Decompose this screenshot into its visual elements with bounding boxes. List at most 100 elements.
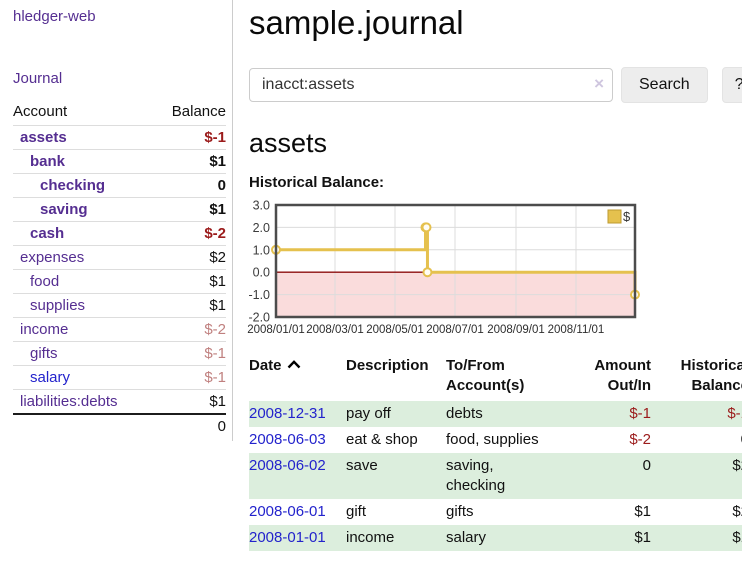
register-balance: $2 (732, 456, 742, 474)
register-amount: $-1 (629, 404, 651, 422)
sidebar: hledger-web Journal Account Balance asse… (0, 0, 233, 441)
app-title-link[interactable]: hledger-web (13, 8, 96, 25)
register-description: eat & shop (346, 430, 418, 448)
account-name-cell: food (13, 270, 153, 294)
account-balance: $-2 (204, 321, 226, 338)
account-balance: 0 (217, 177, 226, 194)
register-header-description: Description (346, 356, 429, 374)
register-row: 2008-12-31 pay off debts $-1 $-1 (249, 400, 742, 427)
account-name-cell: bank (13, 150, 153, 174)
account-row: income $-2 (13, 317, 226, 342)
sidebar-account-link[interactable]: cash (30, 225, 65, 242)
y-tick-label: 3.0 (253, 198, 270, 212)
x-tick-label: 2008/11/01 (548, 324, 605, 336)
sidebar-account-link[interactable]: gifts (30, 345, 58, 362)
y-tick-label: 0.0 (253, 266, 270, 280)
account-name-cell: expenses (13, 246, 153, 270)
register-body: 2008-12-31 pay off debts $-1 $-1 2008-06-03 ea… (249, 400, 742, 551)
account-balance: $-2 (204, 225, 226, 242)
x-tick-label: 2008/09/01 (487, 324, 545, 336)
chart-title: Historical Balance: (249, 173, 385, 191)
x-tick-label: 2008/01/01 (247, 324, 305, 336)
search-input[interactable] (249, 67, 613, 102)
account-name-cell: cash (13, 222, 153, 246)
account-row: liabilities:debts $1 (13, 389, 226, 415)
account-balance: $-1 (204, 369, 226, 386)
accounts-header-account: Account (13, 103, 68, 120)
account-row: cash $-2 (13, 221, 226, 246)
y-tick-label: 1.0 (253, 243, 270, 257)
accounts-header-balance: Balance (171, 103, 226, 120)
register-row: 2008-06-01 gift gifts $1 $2 (249, 499, 742, 525)
account-balance: $-1 (204, 129, 226, 146)
account-row: gifts $-1 (13, 341, 226, 366)
legend-label: $ (623, 209, 631, 224)
register-amount: $1 (634, 528, 651, 546)
y-tick-label: -1.0 (248, 288, 270, 302)
main-content: sample.journal × Search ? assets Histori… (233, 0, 742, 582)
search-field-wrap: × (249, 67, 613, 102)
y-tick-label: 2.0 (253, 221, 270, 235)
account-balance: $1 (209, 297, 226, 314)
register-description: pay off (346, 404, 391, 422)
nav-journal-link[interactable]: Journal (13, 70, 63, 87)
account-balance: $1 (209, 201, 226, 218)
register-balance: $-1 (727, 404, 742, 422)
account-name-cell: saving (13, 198, 153, 222)
register-header-date[interactable]: Date (249, 356, 346, 401)
account-row: saving $1 (13, 197, 226, 222)
page-title: sample.journal (249, 4, 464, 41)
legend-swatch-icon (607, 209, 622, 224)
register-row: 2008-06-02 save saving, checking 0 $2 (249, 452, 742, 499)
register-header-accounts: To/From Account(s) (446, 356, 525, 394)
register-header-amount: Amount Out/In (594, 356, 651, 394)
register-header-row: Date Description To/From Account(s) Amou… (249, 356, 742, 401)
register-amount: 0 (642, 456, 651, 474)
account-balance: $1 (209, 153, 226, 170)
x-tick-label: 2008/05/01 (366, 324, 424, 336)
register-date-cell: 2008-06-01 (249, 499, 346, 525)
account-name-cell: liabilities:debts (13, 390, 153, 415)
data-point-marker (421, 222, 432, 233)
register-date-link[interactable]: 2008-06-01 (249, 502, 326, 520)
clear-search-icon[interactable]: × (594, 73, 604, 93)
account-balance: $1 (209, 273, 226, 290)
search-form: × Search ? (249, 66, 742, 103)
register-amount: $1 (634, 502, 651, 520)
register-date-link[interactable]: 2008-06-03 (249, 430, 326, 448)
account-row: salary $-1 (13, 365, 226, 390)
register-date-link[interactable]: 2008-06-02 (249, 456, 326, 474)
account-heading: assets (249, 127, 328, 158)
account-name-cell: supplies (13, 294, 153, 318)
y-tick-label: -2.0 (248, 310, 270, 324)
accounts-total-value: 0 (217, 418, 226, 435)
sidebar-account-link[interactable]: supplies (30, 297, 86, 314)
sidebar-account-link[interactable]: salary (30, 369, 71, 386)
account-name-cell: gifts (13, 342, 153, 366)
sidebar-account-link[interactable]: saving (40, 201, 88, 218)
sidebar-account-link[interactable]: food (30, 273, 60, 290)
account-name-cell: income (13, 318, 153, 342)
sidebar-account-link[interactable]: income (20, 321, 69, 338)
help-button[interactable]: ? (721, 66, 742, 103)
account-balance: $2 (209, 249, 226, 266)
register-description: income (346, 528, 395, 546)
plot-border (274, 203, 637, 319)
sidebar-account-link[interactable]: bank (30, 153, 66, 170)
account-balance: $1 (209, 393, 226, 410)
sidebar-account-link[interactable]: expenses (20, 249, 85, 266)
sidebar-account-link[interactable]: checking (40, 177, 106, 194)
sidebar-account-link[interactable]: assets (20, 129, 67, 146)
register-row: 2008-01-01 income salary $1 $1 (249, 524, 742, 551)
sidebar-account-link[interactable]: liabilities:debts (20, 393, 118, 410)
register-date-link[interactable]: 2008-01-01 (249, 528, 326, 546)
search-button[interactable]: Search (621, 66, 708, 103)
x-tick-label: 2008/07/01 (426, 324, 484, 336)
register-accounts: salary (446, 528, 487, 546)
sort-asc-icon (287, 355, 301, 375)
account-row: checking 0 (13, 173, 226, 198)
account-balance: $-1 (204, 345, 226, 362)
register-date-link[interactable]: 2008-12-31 (249, 404, 326, 422)
